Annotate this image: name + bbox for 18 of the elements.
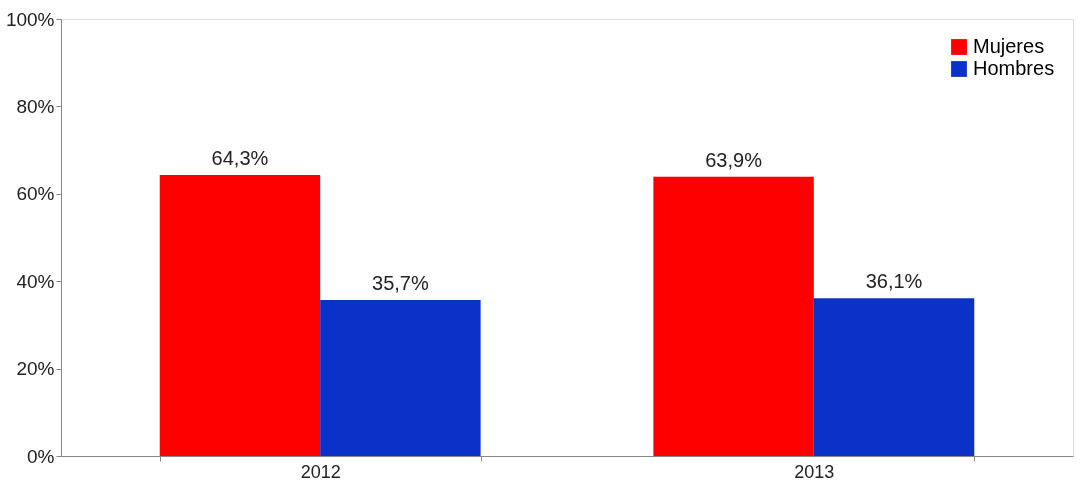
bar bbox=[653, 176, 814, 456]
y-tick-label: 0% bbox=[27, 445, 55, 467]
y-tick-label: 20% bbox=[16, 358, 55, 380]
data-label: 63,9% bbox=[705, 148, 763, 171]
y-tick-label: 40% bbox=[16, 270, 55, 292]
bar bbox=[159, 175, 321, 456]
bar bbox=[813, 298, 975, 456]
legend-label: Mujeres bbox=[973, 35, 1045, 57]
y-tick-label: 100% bbox=[5, 8, 55, 30]
data-label: 35,7% bbox=[372, 271, 429, 294]
data-label: 64,3% bbox=[211, 147, 269, 170]
legend-label: Hombres bbox=[973, 57, 1055, 79]
data-label: 36,1% bbox=[865, 270, 923, 293]
x-tick-label: 2012 bbox=[300, 461, 341, 482]
y-tick-label: 60% bbox=[16, 183, 55, 205]
x-tick-label: 2013 bbox=[794, 461, 835, 482]
bar bbox=[320, 299, 481, 456]
y-tick-label: 80% bbox=[16, 95, 55, 117]
